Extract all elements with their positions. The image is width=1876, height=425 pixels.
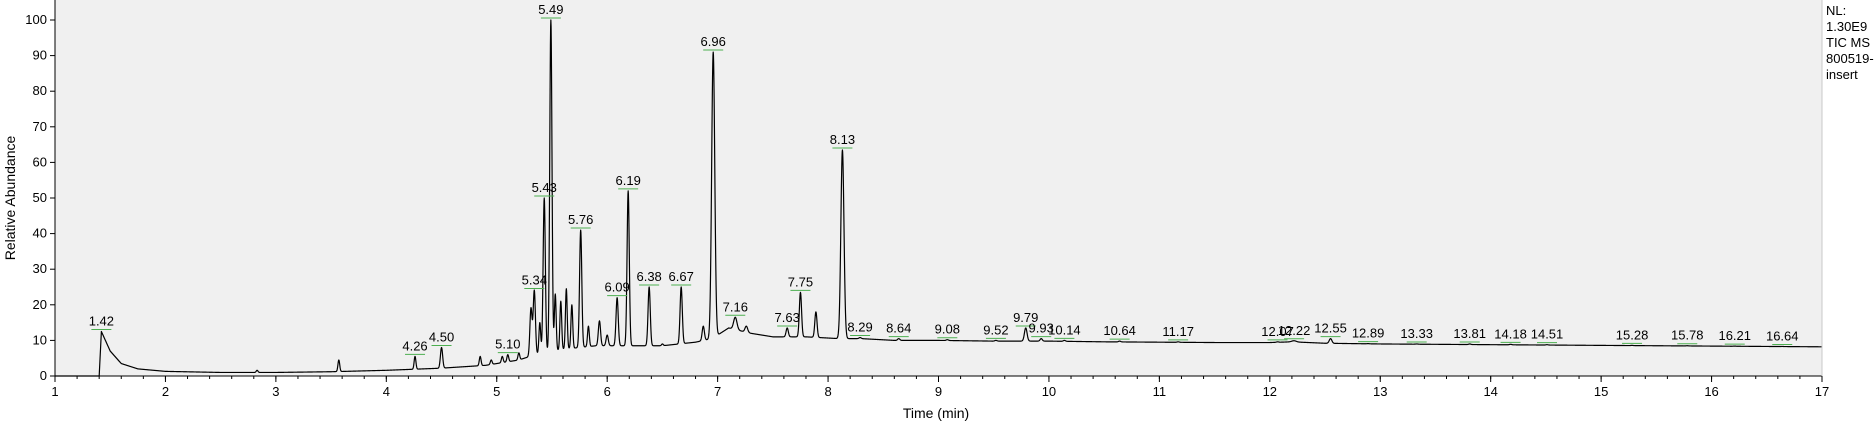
- y-tick-label: 100: [25, 12, 47, 27]
- peak-label: 6.38: [636, 269, 661, 284]
- peak-label: 13.33: [1400, 326, 1433, 341]
- x-tick-label: 9: [935, 384, 942, 399]
- y-axis-title: Relative Abundance: [2, 136, 18, 261]
- peak-label: 12.55: [1314, 321, 1347, 336]
- x-tick-label: 16: [1704, 384, 1718, 399]
- peak-label: 5.10: [495, 337, 520, 352]
- peak-label: 7.75: [788, 274, 813, 289]
- peak-label: 5.34: [522, 273, 547, 288]
- peak-label: 4.50: [429, 330, 454, 345]
- x-tick-label: 10: [1042, 384, 1056, 399]
- info-line: 1.30E9: [1826, 19, 1867, 34]
- peak-label: 11.17: [1162, 324, 1194, 339]
- peak-markers: [91, 17, 1793, 355]
- peak-label: 10.64: [1103, 323, 1136, 338]
- peak-label: 5.43: [532, 180, 557, 195]
- peak-labels: 1.42 4.264.50 5.10 5.34 5.43 5.49 5.76 6.09 6.19…: [89, 2, 1799, 353]
- peak-label: 12.89: [1352, 326, 1385, 341]
- y-tick-label: 60: [33, 154, 47, 169]
- peak-label: 10.14: [1048, 322, 1081, 337]
- x-axis-title: Time (min): [903, 405, 969, 421]
- peak-label: 9.79: [1013, 310, 1038, 325]
- peak-label: 12.07: [1261, 324, 1294, 339]
- info-line: TIC MS: [1826, 35, 1870, 50]
- x-tick-label: 17: [1815, 384, 1829, 399]
- peak-label: 16.64: [1766, 328, 1799, 343]
- y-tick-label: 20: [33, 297, 47, 312]
- x-tick-label: 3: [272, 384, 279, 399]
- y-tick-label: 10: [33, 332, 47, 347]
- y-tick-label: 30: [33, 261, 47, 276]
- y-tick-label: 70: [33, 119, 47, 134]
- x-tick-label: 14: [1483, 384, 1497, 399]
- info-line: insert: [1826, 67, 1858, 82]
- peak-label: 15.28: [1616, 327, 1649, 342]
- tic-trace: [54, 19, 1823, 377]
- peak-label: 6.09: [604, 280, 629, 295]
- y-axis-ticks: 0 10 20 30 40 50 60 70 80 90 100: [25, 12, 55, 383]
- peak-label: 9.08: [935, 322, 960, 337]
- peak-label: 16.21: [1718, 328, 1751, 343]
- x-tick-label: 13: [1373, 384, 1387, 399]
- peak-label: 4.26: [402, 338, 427, 353]
- peak-label: 14.18: [1494, 326, 1527, 341]
- x-tick-label: 11: [1153, 384, 1167, 399]
- peak-label: 8.29: [847, 320, 872, 335]
- peak-label: 12.22: [1278, 323, 1311, 338]
- plot-area: [55, 0, 1822, 376]
- peak-label: 15.78: [1671, 328, 1704, 343]
- x-tick-label: 7: [714, 384, 721, 399]
- peak-label: 13.81: [1453, 326, 1486, 341]
- y-tick-label: 0: [40, 368, 47, 383]
- x-tick-label: 1: [51, 384, 58, 399]
- peak-label: 5.49: [538, 2, 563, 17]
- peak-label: 7.63: [775, 310, 800, 325]
- x-tick-label: 12: [1263, 384, 1277, 399]
- y-tick-label: 40: [33, 226, 47, 241]
- peak-label: 5.76: [568, 212, 593, 227]
- x-tick-label: 8: [824, 384, 831, 399]
- x-tick-label: 6: [604, 384, 611, 399]
- x-tick-label: 15: [1594, 384, 1608, 399]
- info-line: 800519-: [1826, 51, 1874, 66]
- peak-label: 9.52: [983, 322, 1008, 337]
- y-tick-label: 90: [33, 48, 47, 63]
- peak-label: 14.51: [1531, 327, 1564, 342]
- x-tick-label: 4: [383, 384, 390, 399]
- normalization-info: NL: 1.30E9 TIC MS 800519- insert: [1826, 3, 1874, 82]
- peak-label: 9.93: [1029, 321, 1054, 336]
- peak-label: 6.96: [701, 34, 726, 49]
- y-tick-label: 50: [33, 190, 47, 205]
- peak-label: 7.16: [723, 299, 748, 314]
- x-tick-label: 5: [493, 384, 500, 399]
- peak-label: 6.19: [616, 173, 641, 188]
- peak-label: 6.67: [669, 269, 694, 284]
- info-line: NL:: [1826, 3, 1846, 18]
- x-axis-ticks: 1 2 3 4 5 6 7 8 9 10 11 12 13 14 15 16 17: [51, 376, 1829, 399]
- peak-label: 8.64: [886, 321, 911, 336]
- y-tick-label: 80: [33, 83, 47, 98]
- x-tick-label: 2: [162, 384, 169, 399]
- peak-label: 1.42: [89, 314, 114, 329]
- peak-label: 8.13: [830, 132, 855, 147]
